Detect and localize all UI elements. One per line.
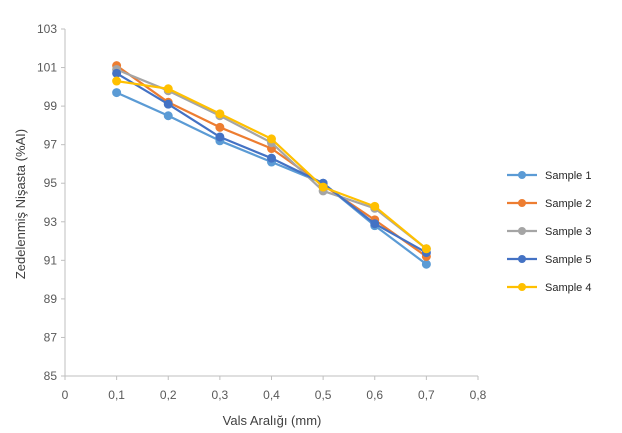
x-axis-title: Vals Aralığı (mm) (223, 413, 322, 428)
x-tick-label: 0,5 (315, 388, 332, 402)
y-tick-label: 89 (44, 292, 58, 306)
x-tick-label: 0,3 (212, 388, 229, 402)
y-tick-label: 95 (44, 176, 58, 190)
legend-marker (518, 283, 526, 291)
data-point (163, 99, 173, 109)
legend-label: Sample 4 (545, 282, 591, 294)
legend-marker (518, 255, 526, 263)
data-point (318, 182, 328, 192)
x-tick-label: 0 (62, 388, 69, 402)
y-axis-title: Zedelenmiş Nişasta (%AI) (13, 129, 28, 279)
data-point (215, 109, 225, 119)
data-point (370, 219, 380, 229)
series-1 (112, 88, 431, 269)
legend-item: Sample 1 (507, 170, 591, 182)
x-tick-label: 0,7 (418, 388, 435, 402)
series-5 (112, 76, 431, 254)
legend-label: Sample 2 (545, 198, 591, 210)
data-point (370, 201, 380, 211)
data-point (215, 122, 225, 132)
data-point (421, 259, 431, 269)
y-tick-label: 85 (44, 369, 58, 383)
data-point (267, 153, 276, 163)
y-tick-label: 103 (37, 22, 57, 36)
y-tick-label: 91 (44, 253, 58, 267)
legend-label: Sample 3 (545, 226, 591, 238)
legend-marker (518, 171, 526, 179)
y-tick-label: 97 (44, 138, 58, 152)
data-point (215, 132, 225, 142)
y-tick-label: 87 (44, 330, 58, 344)
data-point (112, 76, 122, 86)
data-point (112, 68, 122, 78)
legend-item: Sample 2 (507, 198, 591, 210)
data-point (421, 244, 431, 254)
legend-item: Sample 3 (507, 226, 591, 238)
x-tick-label: 0,8 (470, 388, 487, 402)
legend-item: Sample 5 (507, 254, 591, 266)
axes: 85 87 89 91 93 95 97 99 101 103 0 0,1 0,2 0,3 0,4 0,5 0,… (37, 22, 487, 402)
y-tick-label: 93 (44, 215, 58, 229)
series-layer (112, 61, 431, 269)
data-point (112, 88, 122, 98)
x-tick-label: 0,6 (366, 388, 383, 402)
data-point (163, 84, 173, 94)
x-tick-label: 0,4 (263, 388, 280, 402)
y-tick-label: 99 (44, 99, 58, 113)
series-line (116, 91, 428, 266)
legend-marker (518, 199, 526, 207)
legend-label: Sample 5 (545, 254, 591, 266)
data-point (267, 134, 276, 144)
x-tick-label: 0,2 (160, 388, 177, 402)
y-tick-label: 101 (37, 61, 57, 75)
legend: Sample 1 Sample 2 Sample 3 Sample 5 Sample 4 (507, 170, 591, 294)
legend-item: Sample 4 (507, 282, 591, 294)
legend-label: Sample 1 (545, 170, 591, 182)
data-point (163, 111, 173, 121)
legend-marker (518, 227, 526, 235)
x-tick-label: 0,1 (108, 388, 125, 402)
